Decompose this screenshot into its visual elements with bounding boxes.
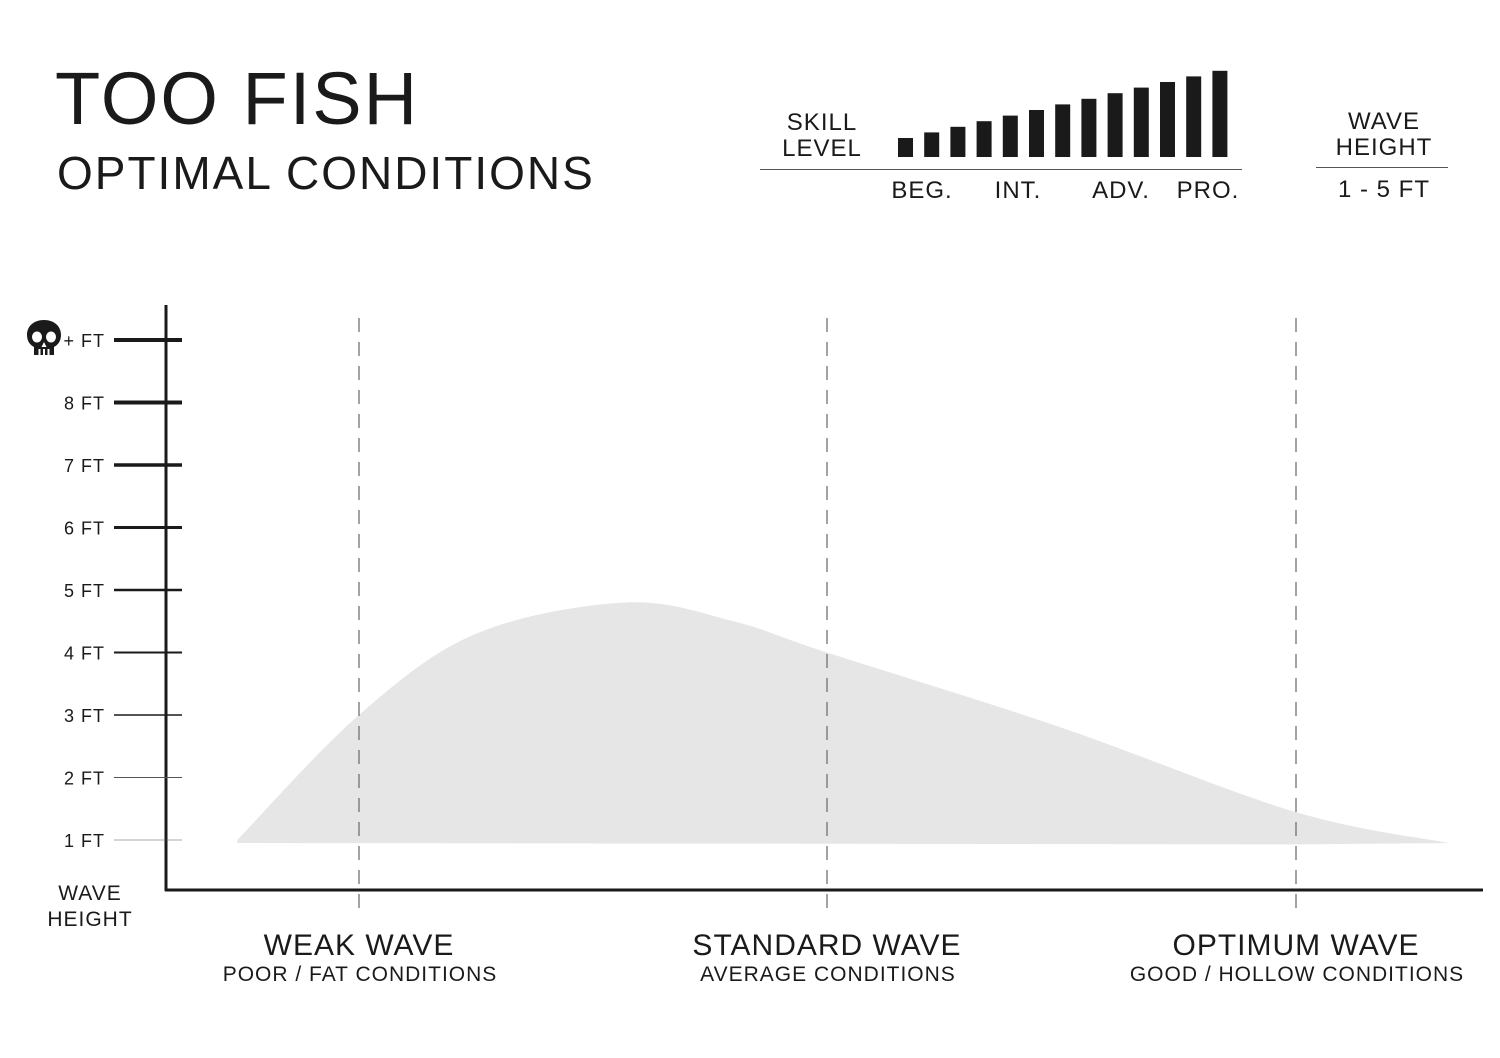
category-subtitle: GOOD / HOLLOW CONDITIONS <box>1129 963 1465 986</box>
wave-area <box>237 602 1450 845</box>
skill-bar <box>1160 82 1175 157</box>
skill-bar <box>1186 76 1202 157</box>
skill-bar <box>1107 93 1123 157</box>
skill-level-beg: BEG. <box>891 177 953 204</box>
y-tick-label: 4 FT <box>64 644 105 664</box>
category-title: OPTIMUM WAVE <box>1172 929 1420 962</box>
wave-height-value: 1 - 5 FT <box>1337 176 1430 203</box>
y-tick-label: 5 FT <box>64 581 105 601</box>
skill-bar <box>976 121 992 157</box>
skill-bar <box>1002 115 1018 157</box>
page-subtitle: OPTIMAL CONDITIONS <box>57 147 595 199</box>
area-layer <box>237 602 1450 845</box>
wave-height-divider <box>1316 167 1448 168</box>
skill-level-adv: ADV. <box>1092 177 1150 204</box>
y-tick-label: + FT <box>63 331 105 351</box>
skill-label-line1: SKILL <box>786 109 858 136</box>
skill-level-label: SKILL LEVEL <box>772 110 872 162</box>
grid-layer <box>358 318 1297 915</box>
skull-icon <box>27 320 61 355</box>
y-tick-label: 1 FT <box>64 831 105 851</box>
category-subtitle: AVERAGE CONDITIONS <box>700 963 956 986</box>
y-tick-label: 6 FT <box>64 519 105 539</box>
category-title: STANDARD WAVE <box>692 929 962 962</box>
skill-bar <box>1029 110 1044 157</box>
skill-divider <box>760 169 1242 170</box>
y-tick-label: 2 FT <box>64 769 105 789</box>
wave-height-label-line1: WAVE <box>1347 108 1420 135</box>
y-tick-label: 3 FT <box>64 706 105 726</box>
wave-height-label: WAVE HEIGHT <box>1324 109 1444 161</box>
y-axis-title-line2: HEIGHT <box>47 908 133 931</box>
skill-bar <box>898 138 913 157</box>
skill-label-line2: LEVEL <box>782 135 862 162</box>
y-tick-label: 8 FT <box>64 394 105 414</box>
skill-bar <box>1081 98 1097 157</box>
skill-bar <box>1212 70 1228 157</box>
skill-level-pro: PRO. <box>1176 177 1240 204</box>
category-title: WEAK WAVE <box>263 929 455 962</box>
y-tick-label: 7 FT <box>64 456 105 476</box>
y-axis-title: WAVE HEIGHT <box>40 881 140 933</box>
tick-layer: 1 FT 2 FT 3 FT 4 FT 5 FT 6 FT 7 FT 8 FT + FT <box>27 320 182 851</box>
skill-bar <box>1055 104 1071 157</box>
y-axis-title-line1: WAVE <box>58 882 122 905</box>
skill-bar <box>924 132 940 157</box>
skill-bar <box>950 126 966 157</box>
category-subtitle: POOR / FAT CONDITIONS <box>222 963 498 986</box>
skill-level-int: INT. <box>994 177 1042 204</box>
page-title: TOO FISH <box>55 57 420 140</box>
skill-bars-svg <box>898 70 1228 157</box>
skill-bar <box>1133 87 1149 157</box>
wave-height-label-line2: HEIGHT <box>1335 134 1433 161</box>
